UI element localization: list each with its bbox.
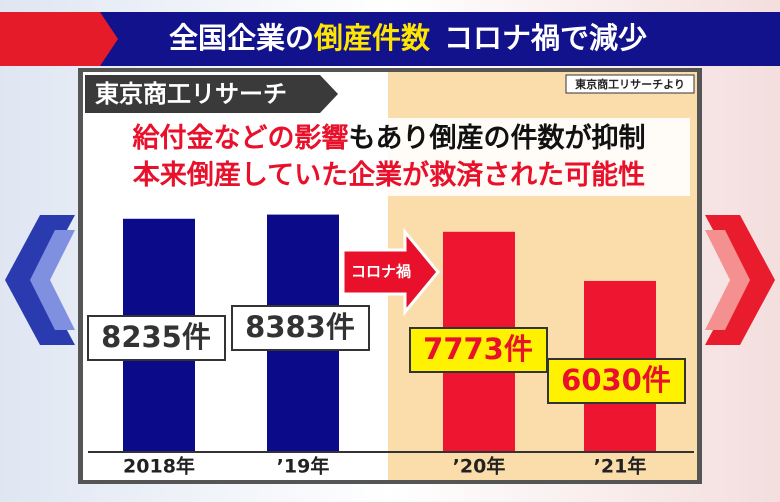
source-header: 東京商工リサーチ	[95, 80, 287, 108]
title-banner	[0, 12, 780, 66]
title-segment: 全国企業の	[169, 21, 314, 55]
value-label: 7773件	[423, 332, 533, 366]
title-segment: コロナ禍で減少	[444, 21, 647, 55]
annotation: コロナ禍	[351, 263, 411, 281]
banner-accent	[0, 12, 118, 66]
annotation-arrow	[341, 227, 440, 317]
x-tick-label: ’19年	[277, 455, 330, 478]
chart-title: 全国企業の倒産件数 コロナ禍で減少	[169, 21, 647, 55]
value-label-box	[547, 358, 686, 404]
x-tick-label: ’21年	[594, 455, 647, 478]
left-chevron-inner	[30, 230, 75, 330]
headline-box	[88, 118, 690, 196]
value-label-box	[231, 305, 370, 351]
source-note: 東京商工リサーチより	[575, 77, 685, 91]
headline-segment: 給付金などの影響	[133, 123, 349, 154]
headline-line: 本来倒産していた企業が救済された可能性	[133, 159, 645, 191]
right-chevron-inner	[705, 230, 750, 330]
title-segment: 倒産件数	[313, 21, 430, 55]
x-tick-label: ’20年	[453, 455, 506, 478]
headline-segment: もあり倒産の件数が抑制	[349, 122, 646, 154]
headline-segment: 本来倒産していた企業が救済された可能性	[133, 159, 645, 191]
value-label-box	[87, 315, 226, 361]
bars: 2018年 8235件 ’19年 8383件 ’20年 7773件 ’21年 6030件	[87, 214, 686, 478]
value-label: 6030件	[561, 363, 671, 397]
source-header-box	[85, 75, 338, 113]
value-label: 8235件	[101, 320, 211, 354]
source-note-box	[565, 74, 695, 94]
value-label: 8383件	[245, 310, 355, 344]
value-label-box	[409, 327, 548, 373]
headline-line: 給付金などの影響もあり倒産の件数が抑制	[133, 122, 646, 154]
x-tick-label: 2018年	[123, 455, 195, 478]
